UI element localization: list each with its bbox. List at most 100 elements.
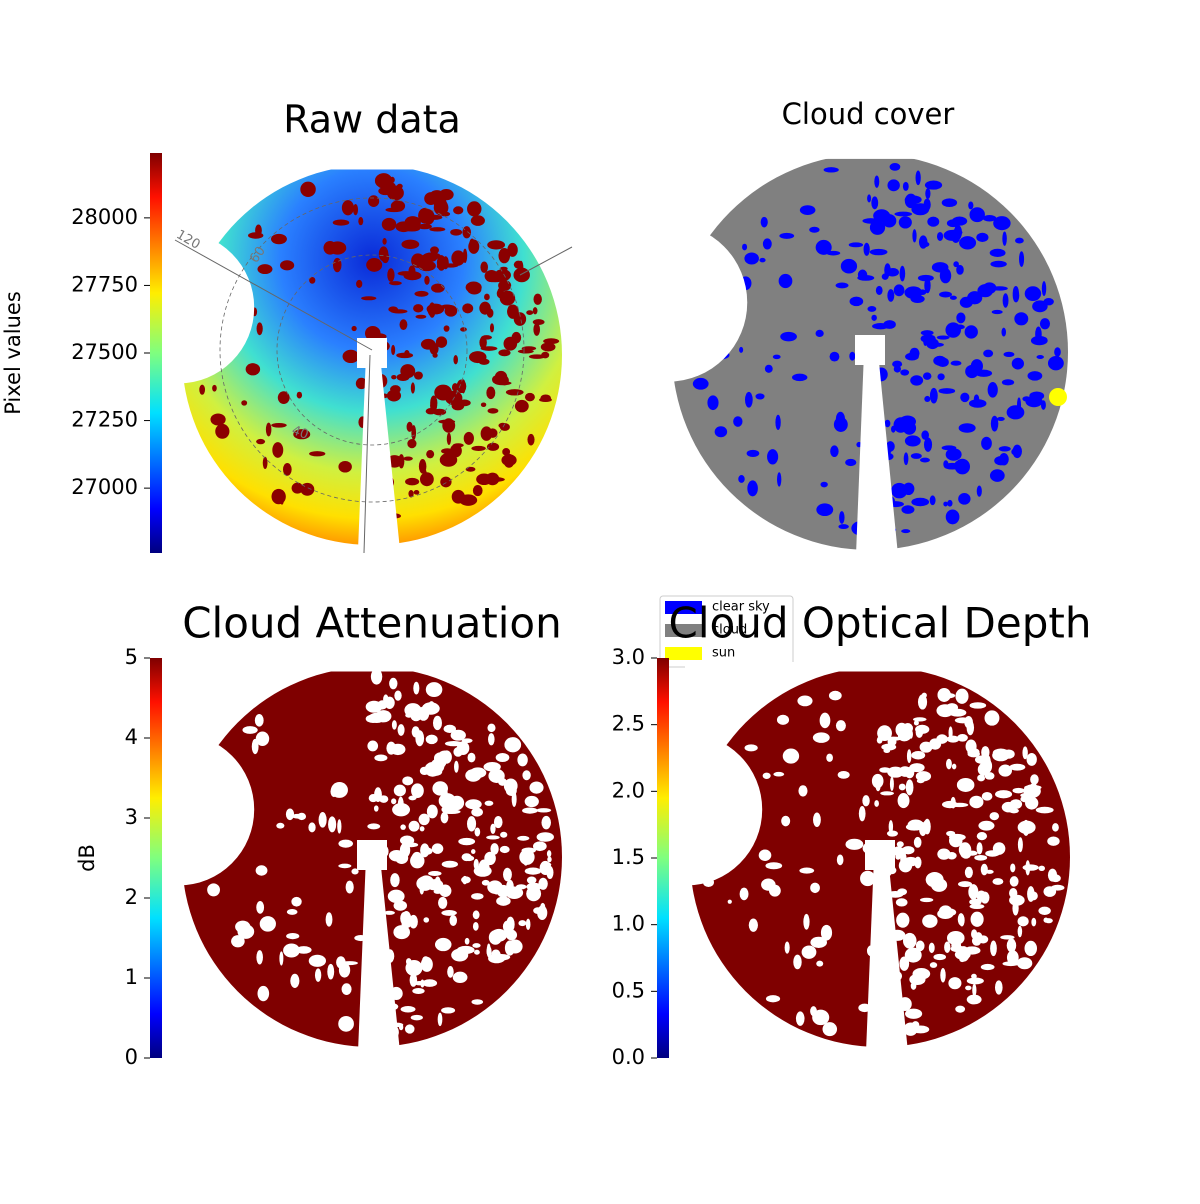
- image-patch: [990, 940, 997, 957]
- image-patch: [951, 763, 957, 770]
- image-patch: [974, 854, 988, 861]
- image-patch: [798, 785, 808, 797]
- image-patch: [941, 445, 957, 451]
- image-patch: [430, 400, 438, 412]
- image-patch: [776, 714, 790, 725]
- image-patch: [498, 247, 511, 264]
- image-patch: [395, 852, 409, 865]
- image-patch: [215, 423, 230, 439]
- legend-swatch: [665, 601, 702, 614]
- image-patch: [977, 774, 986, 782]
- image-patch: [946, 735, 960, 743]
- image-patch: [522, 770, 531, 781]
- image-patch: [992, 878, 1004, 885]
- image-patch: [994, 980, 1003, 995]
- image-patch: [1009, 763, 1026, 771]
- image-patch: [421, 702, 440, 715]
- image-patch: [390, 873, 400, 888]
- image-patch: [242, 726, 258, 734]
- image-patch: [514, 399, 529, 413]
- image-patch: [430, 246, 439, 255]
- image-patch: [415, 314, 427, 319]
- image-patch: [1017, 820, 1036, 835]
- polar-grid: [519, 246, 573, 276]
- image-patch: [948, 726, 953, 740]
- image-patch: [744, 744, 758, 752]
- image-patch: [781, 815, 791, 827]
- image-patch: [256, 901, 265, 914]
- image-patch: [924, 395, 931, 402]
- image-patch: [276, 822, 285, 829]
- image-patch: [461, 738, 473, 743]
- legend-label: clear sky: [712, 600, 770, 615]
- image-patch: [207, 883, 220, 897]
- image-patch: [480, 261, 489, 273]
- image-patch: [946, 930, 965, 946]
- image-patch: [443, 325, 450, 332]
- image-patch: [256, 322, 263, 336]
- image-patch: [452, 731, 459, 738]
- image-patch: [989, 812, 1000, 821]
- image-patch: [970, 359, 983, 374]
- image-patch: [797, 695, 813, 707]
- image-patch: [492, 375, 501, 384]
- image-patch: [507, 304, 519, 319]
- image-patch: [927, 216, 940, 227]
- image-patch: [255, 865, 268, 876]
- image-patch: [345, 880, 354, 894]
- image-patch: [286, 933, 300, 940]
- image-patch: [835, 282, 849, 289]
- image-patch: [767, 449, 779, 465]
- image-patch: [951, 216, 968, 226]
- image-patch: [458, 837, 476, 846]
- image-patch: [254, 714, 264, 727]
- image-patch: [499, 290, 516, 306]
- image-patch: [1030, 774, 1039, 785]
- image-patch: [1006, 950, 1019, 965]
- image-patch: [419, 826, 425, 832]
- image-patch: [241, 400, 248, 406]
- image-patch: [341, 200, 354, 216]
- image-patch: [439, 452, 458, 467]
- image-patch: [368, 195, 380, 207]
- image-patch: [837, 771, 850, 779]
- image-patch: [446, 432, 452, 445]
- image-patch: [355, 377, 368, 390]
- image-patch: [290, 973, 300, 989]
- image-patch: [1029, 891, 1038, 901]
- tick-label: 27250: [71, 408, 138, 432]
- image-patch: [987, 382, 998, 398]
- image-patch: [954, 458, 971, 475]
- mask: [685, 662, 1075, 672]
- image-patch: [862, 795, 870, 807]
- image-patch: [919, 897, 934, 903]
- image-patch: [529, 781, 544, 794]
- image-patch: [342, 349, 360, 364]
- image-patch: [451, 253, 462, 265]
- image-patch: [330, 786, 338, 798]
- image-patch: [879, 767, 891, 773]
- image-patch: [237, 924, 255, 939]
- image-patch: [980, 891, 990, 904]
- panel-title: Cloud Optical Depth: [669, 599, 1092, 648]
- image-patch: [936, 734, 948, 744]
- image-patch: [539, 397, 552, 403]
- image-patch: [791, 373, 808, 382]
- image-patch: [1011, 448, 1022, 456]
- image-patch: [418, 207, 432, 224]
- image-patch: [257, 264, 273, 275]
- image-patch: [374, 754, 388, 762]
- image-patch: [1022, 864, 1039, 871]
- image-patch: [1036, 355, 1044, 360]
- image-patch: [826, 753, 833, 762]
- image-patch: [727, 899, 732, 904]
- image-patch: [486, 835, 500, 840]
- image-patch: [543, 338, 560, 345]
- image-patch: [1038, 865, 1045, 872]
- image-patch: [507, 939, 523, 954]
- image-patch: [486, 442, 500, 451]
- image-patch: [425, 682, 443, 698]
- image-patch: [435, 336, 448, 348]
- image-patch: [919, 241, 930, 248]
- image-patch: [453, 206, 464, 215]
